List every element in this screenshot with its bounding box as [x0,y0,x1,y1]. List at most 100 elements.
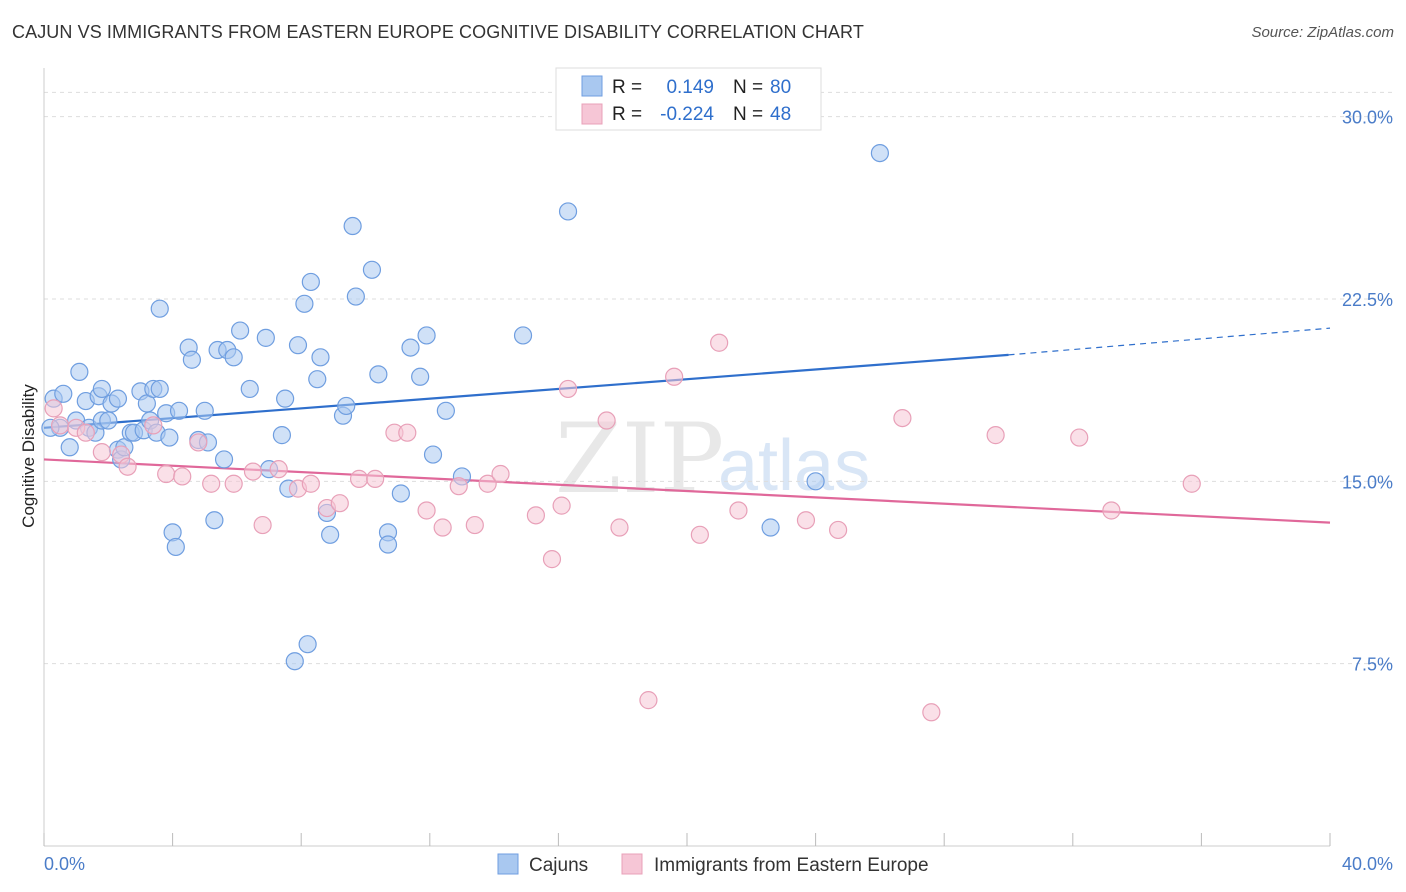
immigrant-point-29 [491,464,510,484]
immigrant-point-45 [986,426,1005,445]
legend-swatch-cajuns [581,75,603,97]
immigrant-point-26 [449,477,468,496]
cajun-point-3 [60,438,79,457]
immigrant-point-35 [610,518,629,537]
immigrant-point-7 [144,416,163,435]
immigrant-point-3 [76,423,95,442]
immigrant-point-13 [243,462,263,481]
immigrant-point-17 [301,474,320,493]
cajun-point-77 [806,472,825,491]
immigrant-point-6 [118,457,137,476]
bottom-legend-swatch-immigrants [621,853,643,875]
immigrant-point-44 [922,703,941,722]
immigrant-point-36 [639,691,658,710]
bottom-legend-label-immigrants: Immigrants from Eastern Europe [654,855,929,876]
legend-r-value-cajuns: 0.149 [666,77,714,98]
immigrant-point-19 [330,494,349,513]
cajun-point-56 [311,348,330,367]
cajun-point-14 [108,389,128,408]
cajun-point-12 [99,411,118,430]
legend-swatch-immigrants [581,103,603,125]
immigrant-point-37 [665,367,684,386]
immigrant-point-40 [729,501,748,520]
cajun-point-66 [378,535,398,554]
legend-n-value-cajuns: 80 [770,77,791,98]
cajun-trend-extension [1008,327,1331,356]
cajun-point-48 [276,389,295,408]
immigrant-point-4 [92,443,111,462]
bottom-legend-label-cajuns: Cajuns [529,855,588,876]
cajun-point-52 [295,294,314,313]
immigrant-point-42 [829,520,848,540]
cajun-point-11 [92,379,111,399]
immigrant-point-33 [558,379,578,399]
grid-lines [44,91,1393,665]
cajun-point-74 [513,326,533,345]
chart-title: CAJUN VS IMMIGRANTS FROM EASTERN EUROPE … [12,22,864,42]
legend-r-value-immigrants: -0.224 [660,104,714,125]
immigrant-point-0 [44,399,63,418]
legend-n-label-cajuns: N = [733,77,763,98]
legend-r-label-cajuns: R = [612,77,642,98]
y-tick-label-3: 30.0% [1342,108,1393,128]
watermark-atlas: atlas [718,426,870,506]
cajun-point-42 [224,348,243,367]
cajun-point-2 [54,384,73,403]
cajun-point-43 [231,321,250,340]
series-legend: Cajuns Immigrants from Eastern Europe [497,853,929,876]
immigrant-point-39 [710,333,729,352]
watermark-zip: ZIP [555,403,724,515]
cajun-point-31 [166,537,185,557]
cajun-point-55 [308,370,327,389]
y-axis-title: Cognitive Disability [19,384,38,528]
immigrant-point-12 [224,474,243,493]
cajun-point-38 [205,511,224,530]
cajun-point-32 [169,401,189,420]
cajun-point-34 [182,350,201,369]
cajun-point-76 [761,518,780,537]
cajun-point-75 [558,202,578,221]
immigrant-point-15 [269,460,288,479]
cajun-point-61 [343,216,362,236]
immigrant-point-1 [50,416,70,435]
immigrant-point-14 [253,515,272,535]
immigrant-point-11 [202,474,221,493]
data-points [41,143,1201,722]
cajun-point-67 [391,484,410,503]
immigrant-point-41 [796,511,816,530]
y-tick-label-0: 7.5% [1352,655,1393,675]
bottom-legend-swatch-cajuns [497,853,519,875]
cajun-point-58 [321,525,340,544]
cajun-point-5 [70,362,89,382]
immigrant-point-46 [1070,428,1089,447]
x-tick-label-max: 40.0% [1342,854,1393,874]
legend-n-label-immigrants: N = [733,104,763,125]
immigrant-point-31 [542,550,562,569]
immigrant-point-9 [173,467,192,486]
cajun-point-72 [436,401,455,420]
immigrant-point-43 [893,409,912,428]
cajun-point-70 [417,326,436,345]
legend-r-label-immigrants: R = [612,104,642,125]
cajun-point-51 [288,336,308,355]
cajun-point-27 [150,299,169,318]
immigrant-point-8 [157,464,176,484]
cajun-point-40 [214,450,234,469]
y-tick-label-1: 15.0% [1342,472,1393,492]
y-tick-labels: 7.5% 15.0% 22.5% 30.0% [1342,108,1393,675]
correlation-legend: R = 0.149 N = 80 R = -0.224 N = 48 [555,67,822,131]
immigrant-point-23 [398,423,417,442]
immigrant-point-10 [189,433,208,452]
cajun-point-44 [240,379,259,399]
immigrant-point-24 [417,501,436,520]
x-tick-label-min: 0.0% [44,854,85,874]
cajun-point-68 [401,338,420,357]
cajun-point-36 [195,401,214,420]
immigrant-point-34 [597,411,616,430]
immigrant-point-47 [1102,501,1121,520]
immigrant-point-28 [478,474,497,493]
cajun-point-64 [369,365,388,384]
immigrant-point-32 [552,496,571,515]
cajun-point-60 [337,396,356,416]
